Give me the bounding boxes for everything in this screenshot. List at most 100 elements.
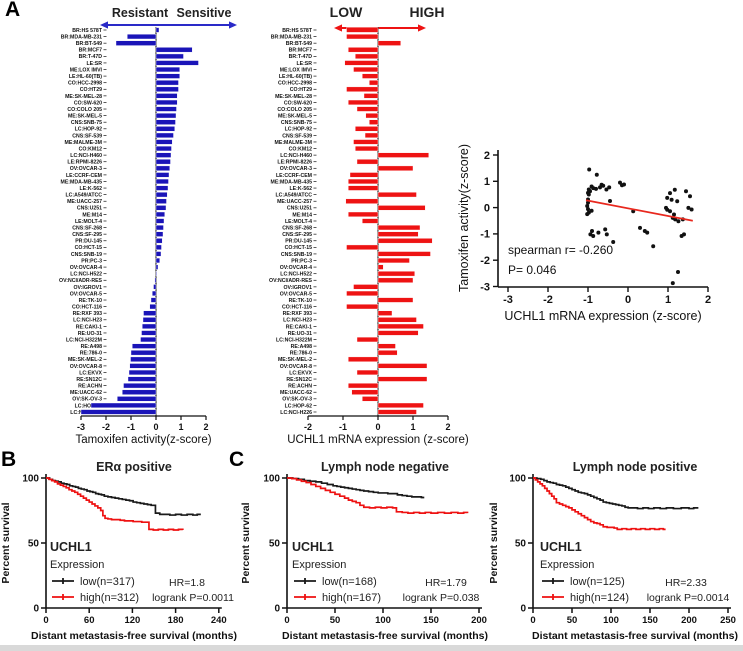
svg-text:LC:HOP-62: LC:HOP-62 [75,403,102,409]
svg-text:-3: -3 [503,294,513,306]
svg-text:LOW: LOW [330,4,363,20]
svg-text:HR=1.8: HR=1.8 [169,577,205,589]
svg-text:RE:ACHN: RE:ACHN [288,384,312,390]
svg-text:low(n=125): low(n=125) [570,576,625,588]
svg-text:1: 1 [178,422,183,432]
svg-text:2: 2 [705,294,711,306]
svg-text:CNS:SNB-75: CNS:SNB-75 [281,120,312,126]
svg-text:LE:SR: LE:SR [86,61,102,67]
svg-text:ME:SK-MEL-28: ME:SK-MEL-28 [65,94,102,100]
svg-text:UCHL1 mRNA expression (z-score: UCHL1 mRNA expression (z-score) [504,309,701,323]
svg-text:CO:HT29: CO:HT29 [290,87,312,93]
svg-text:high(n=167): high(n=167) [322,592,381,604]
svg-text:0: 0 [520,604,526,615]
svg-text:LE:MOLT-4: LE:MOLT-4 [285,219,312,225]
svg-text:0: 0 [284,615,289,626]
svg-text:1: 1 [665,294,671,306]
svg-text:UCHL1 mRNA expression (z-score: UCHL1 mRNA expression (z-score) [287,434,469,446]
svg-text:CO:KM12: CO:KM12 [79,146,102,152]
svg-text:-2: -2 [102,422,110,432]
svg-text:ME:M14: ME:M14 [82,212,102,218]
svg-text:CO:HCT-15: CO:HCT-15 [285,245,312,251]
svg-text:ME:M14: ME:M14 [292,212,312,218]
svg-text:LC:NCI-H23: LC:NCI-H23 [283,318,312,324]
svg-text:ERα positive: ERα positive [96,460,172,474]
svg-text:Distant metastasis-free surviv: Distant metastasis-free survival (months… [532,630,738,642]
km-plot-lymph-node-negative: 100 50 00 50 100 150 200 Lymph node negative Per… [240,460,488,642]
svg-text:HR=1.79: HR=1.79 [425,577,467,589]
svg-text:0: 0 [484,202,490,214]
svg-text:Percent survival: Percent survival [240,502,252,583]
svg-text:Tamoxifen activity(z-score): Tamoxifen activity(z-score) [457,144,471,292]
svg-text:LC:NCI-H522: LC:NCI-H522 [70,272,102,278]
svg-text:-3: -3 [77,422,85,432]
svg-text:OV:NCI/ADR-RES: OV:NCI/ADR-RES [269,278,312,284]
svg-text:CNS:SF-295: CNS:SF-295 [72,232,102,238]
svg-text:-3: -3 [480,281,490,293]
svg-text:spearman r= -0.260: spearman r= -0.260 [508,243,613,257]
svg-text:LC:NCI-H460: LC:NCI-H460 [280,153,312,159]
svg-text:CO:HT29: CO:HT29 [80,87,102,93]
svg-text:ME:UACC-257: ME:UACC-257 [67,199,102,205]
svg-text:ME:SK-MEL-28: ME:SK-MEL-28 [275,94,312,100]
svg-text:150: 150 [423,615,439,626]
svg-text:PR:DU-145: PR:DU-145 [285,239,312,245]
svg-text:CNS:SNB-19: CNS:SNB-19 [71,252,102,258]
svg-text:CO:COLO 205: CO:COLO 205 [277,107,312,113]
svg-text:RE:UO-31: RE:UO-31 [78,331,102,337]
svg-text:200: 200 [471,615,487,626]
svg-text:BR:MDA-MB-231: BR:MDA-MB-231 [271,34,312,40]
svg-text:CNS:SNB-19: CNS:SNB-19 [281,252,312,258]
svg-text:CO:SW-620: CO:SW-620 [74,100,102,106]
svg-text:100: 100 [603,615,619,626]
svg-text:Expression: Expression [540,559,594,571]
svg-text:ME:UACC-257: ME:UACC-257 [277,199,312,205]
svg-text:0: 0 [153,422,158,432]
svg-text:LE:K-562: LE:K-562 [80,186,103,192]
svg-text:100: 100 [375,615,391,626]
svg-text:low(n=168): low(n=168) [322,576,377,588]
svg-text:ME:SK-MEL-5: ME:SK-MEL-5 [278,114,312,120]
svg-text:LE:HL-60(TB): LE:HL-60(TB) [69,74,102,80]
svg-text:LE:RPMI-8226: LE:RPMI-8226 [67,160,102,166]
svg-text:LE:MOLT-4: LE:MOLT-4 [75,219,102,225]
svg-text:100: 100 [263,474,280,485]
svg-text:1: 1 [484,176,490,188]
svg-text:LE:SR: LE:SR [296,61,312,67]
svg-text:OV:IGROV1: OV:IGROV1 [73,285,102,291]
panel-label-c: C [229,448,245,471]
svg-text:ME:MDA-MB-435: ME:MDA-MB-435 [61,179,103,185]
svg-text:180: 180 [168,615,184,626]
svg-text:CO:HCT-15: CO:HCT-15 [75,245,102,251]
svg-text:RE:CAKI-1: RE:CAKI-1 [76,324,102,330]
svg-text:0: 0 [625,294,631,306]
svg-text:LE:CCRF-CEM: LE:CCRF-CEM [276,173,312,179]
svg-text:UCHL1: UCHL1 [540,540,582,554]
svg-text:CO:KM12: CO:KM12 [289,146,312,152]
svg-text:BR:MCF7: BR:MCF7 [79,48,102,54]
uchl1-waterfall-container: LOW HIGH BR:HS 578T BR:MDA-MB-231 BR:BT-549 B… [250,0,495,455]
svg-text:50: 50 [567,615,578,626]
svg-text:2: 2 [445,422,450,432]
svg-text:LC:NCI-H23: LC:NCI-H23 [73,318,102,324]
svg-text:Resistant: Resistant [112,6,169,20]
svg-text:CO:HCT-116: CO:HCT-116 [72,305,102,311]
svg-text:OV:IGROV1: OV:IGROV1 [283,285,312,291]
svg-text:RE:A498: RE:A498 [291,344,312,350]
svg-text:RE:CAKI-1: RE:CAKI-1 [286,324,312,330]
svg-text:UCHL1: UCHL1 [50,540,92,554]
svg-text:Distant metastasis-free surviv: Distant metastasis-free survival (months… [31,630,237,642]
svg-text:CNS:SF-295: CNS:SF-295 [282,232,312,238]
page-bottom-edge [0,645,743,651]
svg-text:0: 0 [274,604,280,615]
svg-text:logrank P=0.038: logrank P=0.038 [403,592,480,604]
svg-text:OV:OVCAR-8: OV:OVCAR-8 [70,364,102,370]
correlation-scatter-plot: 2 1 0 -1 -2 -3 -3 -2 -1 0 1 2 spearman r= -0.260 P= 0… [457,144,711,323]
svg-text:BR:MDA-MB-231: BR:MDA-MB-231 [61,34,102,40]
svg-text:CO:HCC-2998: CO:HCC-2998 [68,81,102,87]
svg-text:OV:NCI/ADR-RES: OV:NCI/ADR-RES [59,278,102,284]
svg-text:PR:PC-3: PR:PC-3 [81,258,102,264]
svg-text:CNS:U251: CNS:U251 [287,206,312,212]
svg-text:CNS:U251: CNS:U251 [77,206,102,212]
